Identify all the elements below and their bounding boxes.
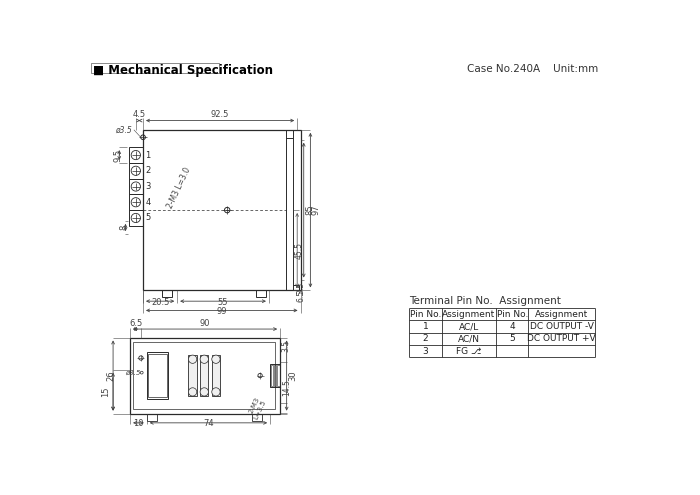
Text: 3: 3	[146, 182, 150, 191]
Text: 20.5: 20.5	[151, 297, 169, 306]
Text: 92.5: 92.5	[211, 110, 230, 119]
Text: ø3.5: ø3.5	[125, 370, 140, 376]
Bar	[129, 147, 143, 163]
Text: 8: 8	[119, 225, 128, 230]
Bar	[256, 291, 265, 297]
Text: 90: 90	[200, 318, 211, 328]
Text: 30: 30	[288, 370, 298, 381]
Circle shape	[200, 355, 209, 363]
Text: 5: 5	[510, 335, 515, 344]
Text: FG ⎇: FG ⎇	[456, 346, 482, 356]
Circle shape	[200, 388, 209, 396]
Circle shape	[212, 388, 220, 396]
Text: AC/N: AC/N	[458, 335, 480, 344]
Text: ø3.5: ø3.5	[116, 125, 132, 134]
Text: 4: 4	[146, 198, 150, 207]
Text: 99: 99	[216, 307, 227, 316]
Text: 2: 2	[146, 166, 150, 175]
Bar	[130, 338, 280, 414]
Text: 74: 74	[203, 419, 214, 428]
Bar	[129, 163, 143, 179]
Bar	[271, 365, 273, 386]
Text: 4.5: 4.5	[133, 110, 146, 119]
Text: 14.5: 14.5	[282, 379, 290, 396]
Text: 6.5: 6.5	[296, 290, 305, 302]
Text: 3: 3	[423, 346, 428, 356]
Bar	[162, 291, 172, 297]
Bar	[270, 364, 280, 387]
Circle shape	[188, 388, 197, 396]
Text: DC OUTPUT +V: DC OUTPUT +V	[528, 335, 596, 344]
Text: 97: 97	[312, 205, 321, 215]
Text: 2-M3 L=3.0: 2-M3 L=3.0	[165, 166, 192, 210]
Text: 55: 55	[218, 297, 228, 306]
Circle shape	[212, 355, 220, 363]
Bar	[212, 355, 220, 396]
Text: 9.5: 9.5	[113, 148, 122, 162]
Bar	[274, 365, 276, 386]
Bar	[129, 210, 143, 226]
Circle shape	[188, 355, 197, 363]
Text: 5: 5	[146, 213, 150, 222]
Bar	[132, 342, 275, 409]
Text: Pin No.: Pin No.	[496, 310, 528, 319]
Text: 2: 2	[423, 335, 428, 344]
Text: 26: 26	[107, 370, 116, 381]
Text: 2-M3
L=3.5: 2-M3 L=3.5	[246, 396, 267, 420]
Text: 3.5: 3.5	[282, 340, 290, 352]
Bar	[252, 414, 262, 421]
Text: 3.5: 3.5	[296, 282, 305, 294]
Text: Pin No.: Pin No.	[410, 310, 441, 319]
Text: 1: 1	[423, 322, 428, 331]
Bar	[147, 352, 169, 399]
Bar	[92, 63, 219, 73]
Text: 4: 4	[510, 322, 515, 331]
Bar	[143, 130, 300, 291]
Text: 1: 1	[146, 150, 150, 159]
Bar	[200, 355, 209, 396]
Bar	[129, 195, 143, 210]
Text: 6.5: 6.5	[129, 318, 142, 328]
Text: 85: 85	[305, 205, 314, 215]
Bar	[147, 414, 157, 421]
Text: ■ Mechanical Specification: ■ Mechanical Specification	[93, 64, 273, 77]
Text: DC OUTPUT -V: DC OUTPUT -V	[530, 322, 594, 331]
Bar	[129, 179, 143, 195]
Bar	[188, 355, 197, 396]
Text: AC/L: AC/L	[458, 322, 479, 331]
Text: 10: 10	[133, 419, 144, 428]
Text: Case No.240A    Unit:mm: Case No.240A Unit:mm	[468, 64, 598, 74]
Text: 45.5: 45.5	[295, 242, 304, 259]
Text: Terminal Pin No.  Assignment: Terminal Pin No. Assignment	[409, 296, 561, 306]
Bar	[148, 354, 167, 397]
Text: Assignment: Assignment	[536, 310, 589, 319]
Text: 15: 15	[101, 387, 110, 397]
Bar	[277, 365, 279, 386]
Text: Assignment: Assignment	[442, 310, 496, 319]
